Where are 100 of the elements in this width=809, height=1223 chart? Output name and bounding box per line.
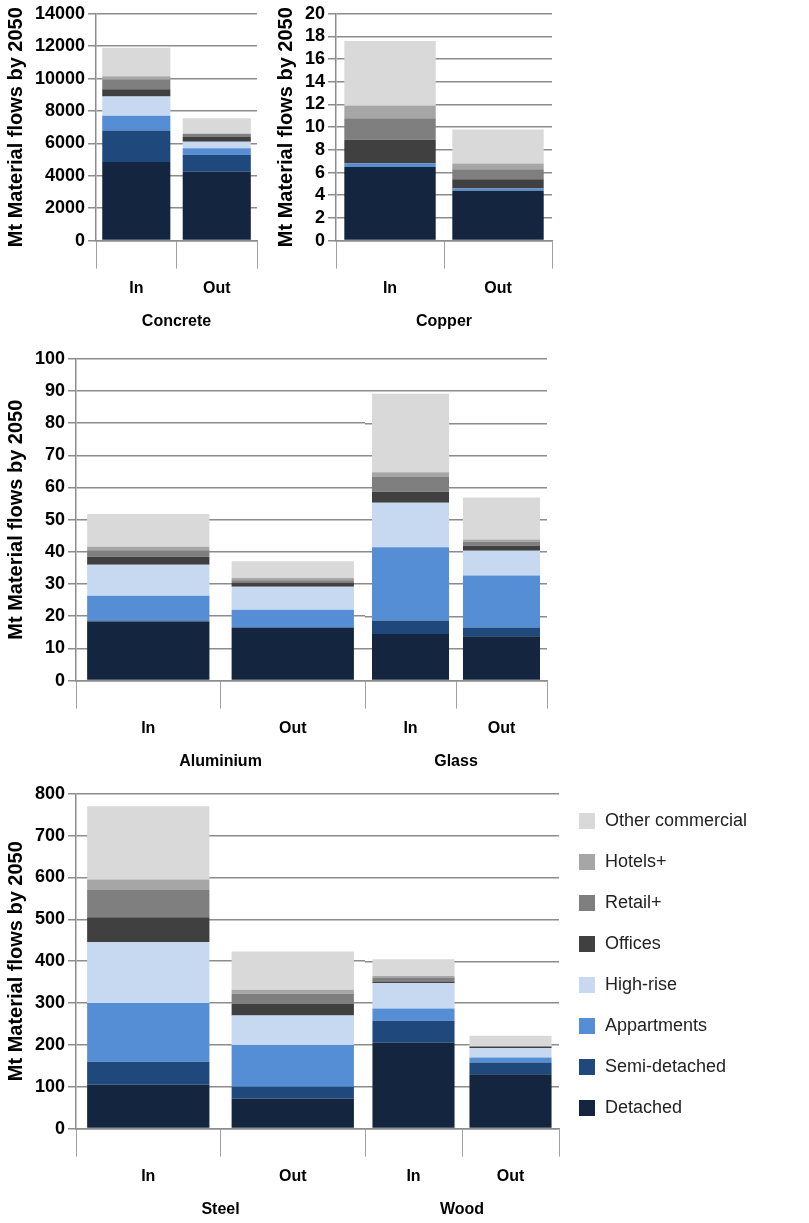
legend-label: Detached (605, 1097, 683, 1118)
x-tick-label: Out (278, 1166, 308, 1184)
y-tick-label: 700 (34, 824, 66, 845)
bar (231, 1086, 354, 1099)
legend-label: High-rise (605, 974, 678, 995)
x-axis-title: Glass (434, 751, 478, 769)
y-tick-label: 12 (304, 93, 326, 114)
bar (182, 136, 251, 142)
bar (372, 1008, 455, 1021)
x-tick-label: In (406, 1166, 421, 1184)
bar (182, 148, 251, 155)
bar (371, 502, 450, 548)
bar (344, 166, 436, 240)
bar (344, 163, 436, 167)
x-tick-label: Out (496, 1166, 525, 1184)
bar (462, 575, 541, 628)
bar (102, 89, 171, 97)
bar (87, 621, 210, 680)
y-axis-title: Mt Material flows by 2050 (3, 841, 26, 1082)
bar (462, 497, 541, 540)
bar (102, 76, 171, 80)
y-tick-label: 10000 (34, 67, 86, 88)
y-tick-label: 300 (34, 992, 66, 1013)
bar (372, 983, 455, 1009)
bar (87, 1061, 210, 1085)
bar (452, 169, 544, 180)
x-tick-label: Out (484, 278, 513, 296)
y-tick-label: 500 (34, 908, 66, 929)
bar (87, 806, 210, 880)
y-tick-label: 10 (304, 116, 326, 137)
x-tick-label: Out (487, 718, 516, 736)
y-tick-label: 0 (315, 229, 326, 250)
bar (231, 1098, 354, 1128)
y-tick-label: 0 (55, 669, 66, 690)
y-tick-label: 4000 (45, 164, 86, 185)
x-tick-label: Out (278, 718, 308, 736)
y-tick-label: 16 (304, 48, 326, 69)
bar (102, 47, 171, 77)
bar (231, 1015, 354, 1045)
bar (231, 989, 354, 994)
bar (372, 1042, 455, 1128)
bar (182, 171, 251, 240)
y-tick-label: 20 (45, 605, 66, 626)
x-axis-title: Steel (201, 1199, 240, 1217)
y-tick-label: 200 (34, 1033, 66, 1054)
bar (87, 556, 210, 565)
bar (344, 41, 436, 106)
bar (231, 951, 354, 990)
y-tick-label: 70 (45, 444, 66, 465)
bar (469, 1062, 552, 1075)
x-axis-title: Copper (416, 311, 473, 329)
y-tick-label: 14 (304, 70, 326, 91)
y-tick-label: 600 (34, 866, 66, 887)
bar (102, 162, 171, 240)
bar (371, 547, 450, 621)
bar (371, 393, 450, 473)
x-tick-label: Out (202, 278, 232, 296)
y-tick-label: 20 (304, 2, 326, 23)
y-axis-title: Mt Material flows by 2050 (3, 399, 26, 640)
y-axis-title: Mt Material flows by 2050 (3, 7, 26, 248)
bar (87, 942, 210, 1004)
x-axis-title: Concrete (141, 311, 212, 329)
y-tick-label: 80 (45, 412, 66, 433)
y-axis-title: Mt Material flows by 2050 (273, 7, 296, 248)
bar (231, 561, 354, 578)
y-tick-label: 2000 (45, 197, 86, 218)
bar (87, 917, 210, 943)
bar (87, 1084, 210, 1128)
y-tick-label: 0 (75, 229, 86, 250)
bar (182, 133, 251, 137)
bar (344, 105, 436, 119)
bar (469, 1074, 552, 1128)
bar (469, 1035, 552, 1047)
x-tick-label: In (129, 278, 144, 296)
y-tick-label: 0 (55, 1117, 66, 1138)
bar (452, 188, 544, 191)
bar (231, 1003, 354, 1016)
bar (102, 130, 171, 163)
x-axis-title: Wood (439, 1199, 485, 1217)
bar (87, 550, 210, 557)
bar (344, 139, 436, 164)
bar (231, 993, 354, 1004)
bar (102, 115, 171, 131)
x-tick-label: In (403, 718, 418, 736)
y-tick-label: 8000 (45, 99, 86, 120)
bar (469, 1047, 552, 1058)
y-tick-label: 4 (315, 184, 326, 205)
y-tick-label: 12000 (34, 35, 86, 56)
bar (462, 636, 541, 680)
x-tick-label: In (141, 1166, 156, 1184)
bar (462, 539, 541, 542)
x-tick-label: In (382, 278, 398, 296)
bar (469, 1057, 552, 1063)
bar (87, 879, 210, 891)
bar (102, 96, 171, 116)
bar (182, 118, 251, 134)
bar (87, 564, 210, 596)
bar (87, 595, 210, 621)
y-tick-label: 90 (45, 379, 66, 400)
bar (371, 477, 450, 492)
